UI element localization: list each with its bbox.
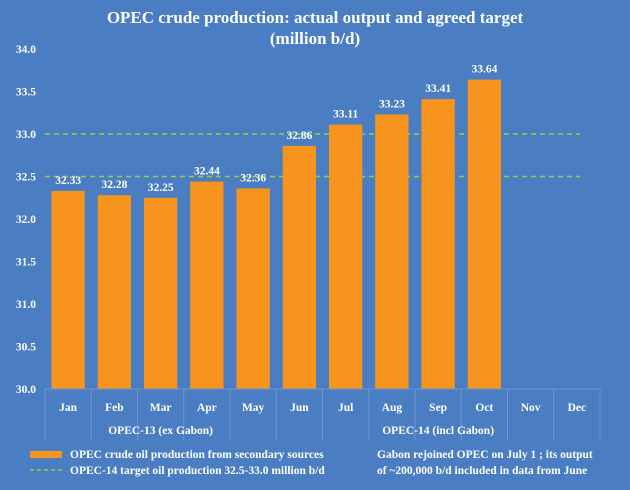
x-tick-label: May [242, 402, 265, 414]
chart-note: Gabon rejoined OPEC on July 1 ; its outp… [377, 449, 593, 477]
data-label: 33.23 [379, 98, 405, 110]
group-label: OPEC-13 (ex Gabon) [108, 425, 213, 437]
bar [236, 188, 270, 389]
data-label: 32.44 [194, 166, 220, 178]
data-label: 33.41 [425, 83, 451, 95]
y-tick-label: 31.5 [16, 257, 36, 269]
data-label: 32.25 [148, 182, 174, 194]
y-tick-label: 30.5 [16, 342, 36, 354]
y-tick-label: 32.5 [16, 172, 36, 184]
x-tick-label: Sep [429, 402, 447, 414]
data-label: 33.11 [333, 109, 358, 121]
bar [421, 99, 455, 390]
y-tick-label: 31.0 [16, 299, 36, 311]
bar [190, 181, 224, 389]
data-labels: 32.33 32.28 32.25 32.44 32.36 32.86 33.11 33.23… [55, 64, 497, 194]
bar [282, 145, 317, 389]
bars [51, 79, 502, 390]
x-tick-label: Oct [475, 402, 493, 414]
bar [467, 79, 502, 389]
data-label: 32.86 [286, 130, 312, 142]
x-tick-label: Apr [197, 402, 217, 414]
y-tick-label: 33.0 [16, 129, 36, 141]
y-axis: 30.0 30.5 31.0 31.5 32.0 32.5 33.0 33.5 34.0 [16, 44, 36, 396]
x-tick-label: Nov [521, 402, 541, 414]
x-axis: Jan Feb Mar Apr May Jun Jul Aug Sep Oct Nov Dec [44, 388, 601, 440]
data-label: 32.28 [101, 179, 127, 191]
bar [375, 114, 409, 389]
legend: OPEC crude oil production from secondary… [30, 449, 325, 477]
legend-target-label: OPEC-14 target oil production 32.5-33.0 … [70, 465, 325, 477]
x-tick-label: Jun [290, 402, 309, 414]
bar [328, 124, 363, 390]
data-label: 32.33 [55, 175, 81, 187]
bar [143, 197, 178, 389]
x-tick-label: Aug [382, 402, 403, 414]
x-tick-label: Dec [568, 402, 587, 414]
note-line-1: Gabon rejoined OPEC on July 1 ; its outp… [377, 449, 593, 461]
group-label: OPEC-14 (incl Gabon) [382, 425, 494, 437]
chart-title: OPEC crude production: actual output and… [107, 8, 524, 27]
legend-bar-label: OPEC crude oil production from secondary… [70, 449, 324, 461]
legend-bar-swatch [30, 451, 62, 458]
category-groups: OPEC-13 (ex Gabon) OPEC-14 (incl Gabon) [108, 425, 494, 437]
y-tick-label: 33.5 [16, 87, 36, 99]
bar [97, 195, 132, 389]
chart-subtitle: (million b/d) [270, 29, 360, 48]
bar [51, 190, 85, 389]
x-tick-label: Mar [150, 402, 172, 414]
note-line-2: of ~200,000 b/d included in data from Ju… [377, 465, 587, 477]
y-tick-label: 34.0 [16, 44, 36, 56]
x-tick-label: Feb [105, 402, 124, 414]
x-tick-label: Jul [338, 402, 353, 414]
y-tick-label: 30.0 [16, 384, 36, 396]
data-label: 32.36 [240, 172, 266, 184]
data-label: 33.64 [471, 64, 497, 76]
y-tick-label: 32.0 [16, 214, 36, 226]
x-tick-label: Jan [59, 402, 78, 414]
